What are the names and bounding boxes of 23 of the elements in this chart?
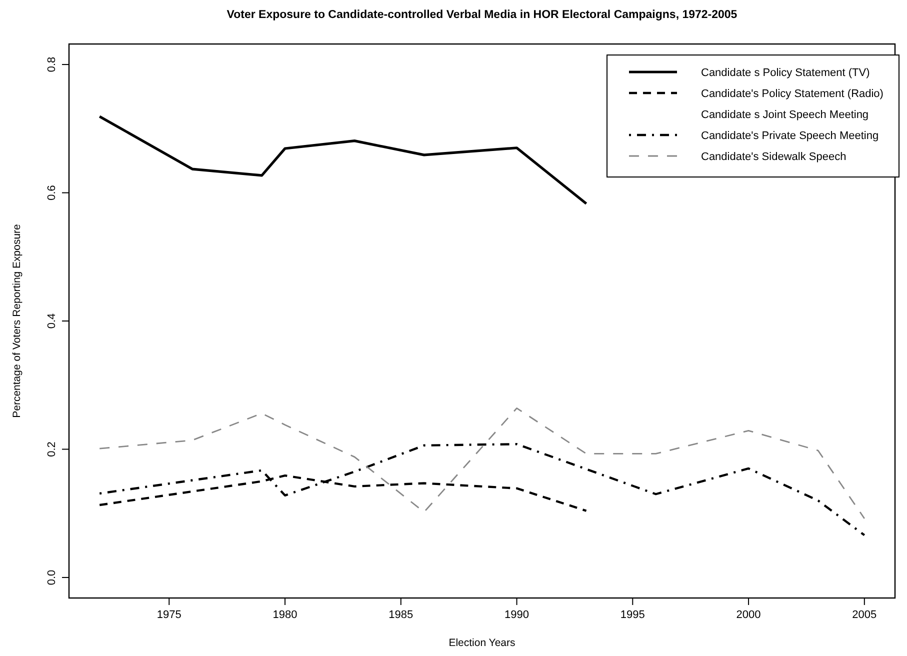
line-series	[98, 115, 588, 205]
x-tick-label: 1995	[620, 609, 645, 621]
chart-title: Voter Exposure to Candidate-controlled Verbal Media in HOR Electoral Campaigns, 1972-2005	[226, 9, 738, 21]
legend-label: Candidate's Policy Statement (Radio)	[701, 88, 884, 100]
y-tick-label: 0.0	[46, 570, 58, 586]
line-series	[98, 408, 866, 520]
legend-label: Candidate's Private Speech Meeting	[701, 130, 879, 142]
x-tick-label: 1990	[504, 609, 530, 621]
y-tick-label: 0.6	[46, 185, 58, 200]
x-tick-label: 2000	[736, 609, 761, 621]
y-tick-label: 0.2	[46, 442, 58, 457]
legend-label: Candidate s Policy Statement (TV)	[701, 67, 870, 79]
x-tick-label: 2005	[852, 609, 877, 621]
y-axis-title: Percentage of Voters Reporting Exposure	[11, 224, 23, 418]
x-tick-label: 1985	[388, 609, 414, 621]
text: Candidate s Joint Speech Meeting	[701, 109, 869, 121]
line-series	[98, 443, 866, 536]
x-tick-label: 1975	[156, 609, 182, 621]
x-tick-label: 1980	[272, 609, 298, 621]
y-tick-label: 0.8	[46, 56, 58, 72]
x-axis-title: Election Years	[448, 637, 516, 649]
y-tick-label: 0.4	[46, 313, 58, 329]
legend-label: Candidate's Sidewalk Speech	[701, 151, 846, 163]
